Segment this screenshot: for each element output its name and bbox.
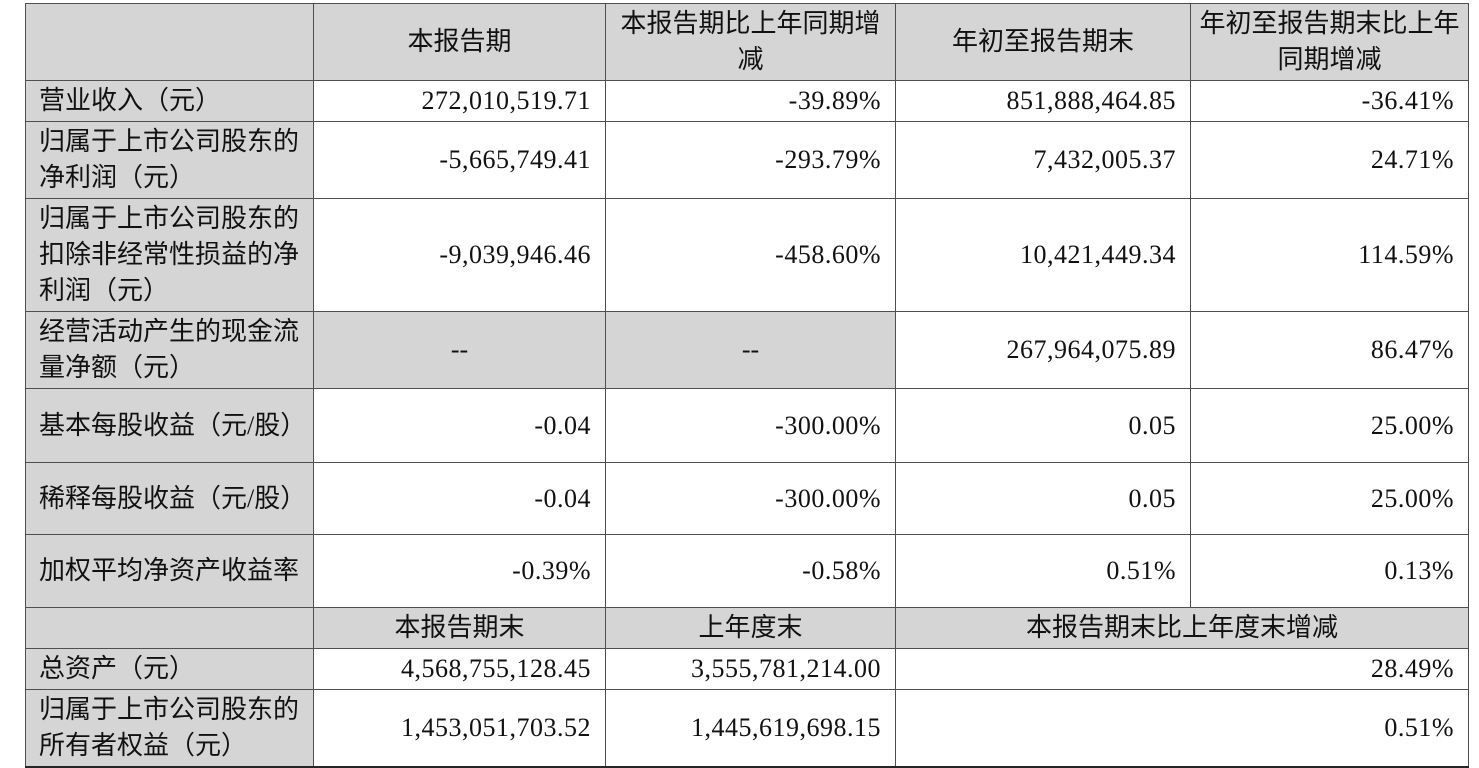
table-row: 归属于上市公司股东的扣除非经常性损益的净利润（元） -9,039,946.46 … <box>25 198 1469 312</box>
table-row: 归属于上市公司股东的所有者权益（元） 1,453,051,703.52 1,44… <box>25 689 1469 768</box>
value-cell: 24.71% <box>1190 121 1469 199</box>
value-cell: 25.00% <box>1190 462 1469 535</box>
value-cell: 0.51% <box>895 534 1191 608</box>
value-cell: 4,568,755,128.45 <box>313 648 606 690</box>
column-header-year-to-date-yoy: 年初至报告期末比上年同期增减 <box>1190 3 1469 81</box>
value-cell: -36.41% <box>1190 80 1469 122</box>
column-header-prev-year-end: 上年度末 <box>605 607 896 649</box>
row-label: 基本每股收益（元/股） <box>25 388 314 463</box>
value-cell: -39.89% <box>605 80 896 122</box>
value-cell: -9,039,946.46 <box>313 198 606 312</box>
row-label: 归属于上市公司股东的净利润（元） <box>25 121 314 199</box>
row-label: 稀释每股收益（元/股） <box>25 462 314 535</box>
value-cell: 0.51% <box>895 689 1469 768</box>
row-label: 归属于上市公司股东的扣除非经常性损益的净利润（元） <box>25 198 314 312</box>
row-label: 营业收入（元） <box>25 80 314 122</box>
column-header-period-end-change: 本报告期末比上年度末增减 <box>895 607 1469 649</box>
row-label: 经营活动产生的现金流量净额（元） <box>25 311 314 389</box>
header-row: 本报告期 本报告期比上年同期增减 年初至报告期末 年初至报告期末比上年同期增减 <box>25 3 1469 81</box>
column-header-current-period-end: 本报告期末 <box>313 607 606 649</box>
value-cell: 1,445,619,698.15 <box>605 689 896 768</box>
row-label: 加权平均净资产收益率 <box>25 534 314 608</box>
value-cell: 3,555,781,214.00 <box>605 648 896 690</box>
value-cell: 0.13% <box>1190 534 1469 608</box>
not-applicable-cell: -- <box>605 311 896 389</box>
value-cell: 267,964,075.89 <box>895 311 1191 389</box>
value-cell: -293.79% <box>605 121 896 199</box>
value-cell: 86.47% <box>1190 311 1469 389</box>
value-cell: -0.04 <box>313 388 606 463</box>
value-cell: 1,453,051,703.52 <box>313 689 606 768</box>
value-cell: -0.39% <box>313 534 606 608</box>
value-cell: 0.05 <box>895 388 1191 463</box>
not-applicable-cell: -- <box>313 311 606 389</box>
table-row: 营业收入（元） 272,010,519.71 -39.89% 851,888,4… <box>25 80 1469 122</box>
table-row: 总资产（元） 4,568,755,128.45 3,555,781,214.00… <box>25 648 1469 690</box>
value-cell: -300.00% <box>605 462 896 535</box>
value-cell: 25.00% <box>1190 388 1469 463</box>
row-label: 归属于上市公司股东的所有者权益（元） <box>25 689 314 768</box>
column-header-year-to-date: 年初至报告期末 <box>895 3 1191 81</box>
value-cell: 272,010,519.71 <box>313 80 606 122</box>
corner-cell <box>25 3 314 81</box>
table-row: 稀释每股收益（元/股） -0.04 -300.00% 0.05 25.00% <box>25 462 1469 535</box>
table-row: 归属于上市公司股东的净利润（元） -5,665,749.41 -293.79% … <box>25 121 1469 199</box>
corner-cell <box>25 607 314 649</box>
key-financials-table: 本报告期 本报告期比上年同期增减 年初至报告期末 年初至报告期末比上年同期增减 … <box>25 3 1469 768</box>
value-cell: -458.60% <box>605 198 896 312</box>
value-cell: -0.04 <box>313 462 606 535</box>
column-header-current-period-yoy: 本报告期比上年同期增减 <box>605 3 896 81</box>
value-cell: -5,665,749.41 <box>313 121 606 199</box>
table-row: 经营活动产生的现金流量净额（元） -- -- 267,964,075.89 86… <box>25 311 1469 389</box>
value-cell: 851,888,464.85 <box>895 80 1191 122</box>
subheader-row: 本报告期末 上年度末 本报告期末比上年度末增减 <box>25 607 1469 649</box>
value-cell: 0.05 <box>895 462 1191 535</box>
row-label: 总资产（元） <box>25 648 314 690</box>
value-cell: 7,432,005.37 <box>895 121 1191 199</box>
table-row: 加权平均净资产收益率 -0.39% -0.58% 0.51% 0.13% <box>25 534 1469 608</box>
table-row: 基本每股收益（元/股） -0.04 -300.00% 0.05 25.00% <box>25 388 1469 463</box>
value-cell: -0.58% <box>605 534 896 608</box>
value-cell: -300.00% <box>605 388 896 463</box>
value-cell: 10,421,449.34 <box>895 198 1191 312</box>
value-cell: 114.59% <box>1190 198 1469 312</box>
column-header-current-period: 本报告期 <box>313 3 606 81</box>
value-cell: 28.49% <box>895 648 1469 690</box>
